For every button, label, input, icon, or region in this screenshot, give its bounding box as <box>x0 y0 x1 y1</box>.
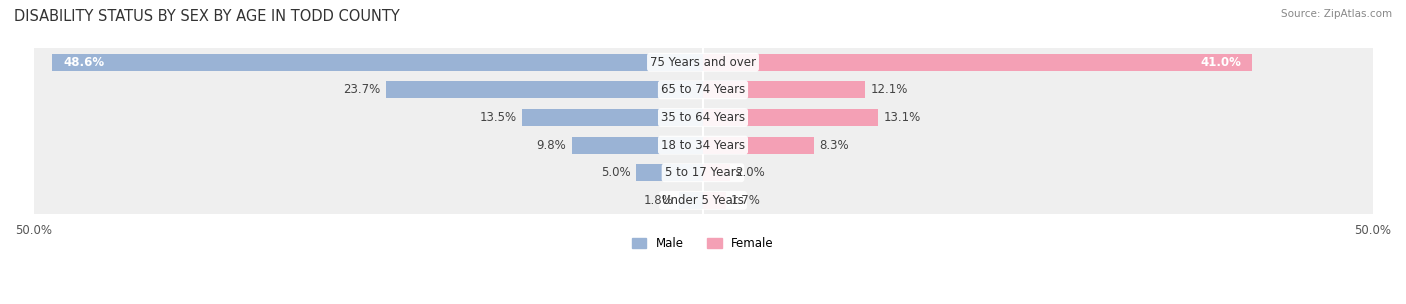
Text: 18 to 34 Years: 18 to 34 Years <box>661 139 745 152</box>
Bar <box>34 159 1372 187</box>
Text: 1.8%: 1.8% <box>644 194 673 207</box>
Text: 75 Years and over: 75 Years and over <box>650 56 756 69</box>
Text: 8.3%: 8.3% <box>820 139 849 152</box>
Legend: Male, Female: Male, Female <box>627 232 779 255</box>
Bar <box>34 187 1372 214</box>
Bar <box>52 54 703 71</box>
Bar <box>572 136 703 154</box>
Text: 5 to 17 Years: 5 to 17 Years <box>665 166 741 179</box>
Text: DISABILITY STATUS BY SEX BY AGE IN TODD COUNTY: DISABILITY STATUS BY SEX BY AGE IN TODD … <box>14 9 399 24</box>
Bar <box>679 192 703 209</box>
Bar <box>522 109 703 126</box>
Bar <box>703 164 730 181</box>
Text: 13.1%: 13.1% <box>884 111 921 124</box>
Bar <box>385 81 703 98</box>
Text: Under 5 Years: Under 5 Years <box>662 194 744 207</box>
Bar <box>703 192 725 209</box>
Text: 13.5%: 13.5% <box>479 111 517 124</box>
Text: 5.0%: 5.0% <box>602 166 631 179</box>
Bar <box>703 54 1251 71</box>
Bar <box>34 131 1372 159</box>
Text: 41.0%: 41.0% <box>1201 56 1241 69</box>
Bar <box>34 76 1372 104</box>
Bar <box>703 136 814 154</box>
Text: 12.1%: 12.1% <box>870 83 908 96</box>
Text: 9.8%: 9.8% <box>537 139 567 152</box>
Text: Source: ZipAtlas.com: Source: ZipAtlas.com <box>1281 9 1392 19</box>
Text: 35 to 64 Years: 35 to 64 Years <box>661 111 745 124</box>
Text: 2.0%: 2.0% <box>735 166 765 179</box>
Bar <box>34 48 1372 76</box>
Text: 23.7%: 23.7% <box>343 83 380 96</box>
Text: 1.7%: 1.7% <box>731 194 761 207</box>
Text: 65 to 74 Years: 65 to 74 Years <box>661 83 745 96</box>
Bar <box>636 164 703 181</box>
Bar <box>703 81 865 98</box>
Text: 48.6%: 48.6% <box>63 56 104 69</box>
Bar <box>34 104 1372 131</box>
Bar <box>703 109 879 126</box>
